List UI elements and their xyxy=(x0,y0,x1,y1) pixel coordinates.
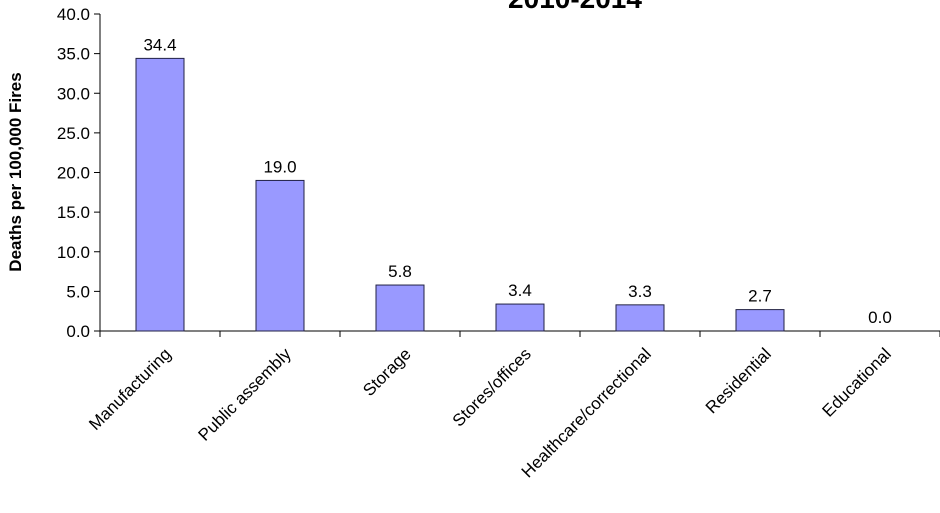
data-label: 3.3 xyxy=(628,282,652,301)
y-axis-label: Deaths per 100,000 Fires xyxy=(6,72,25,271)
data-label: 5.8 xyxy=(388,262,412,281)
x-tick-label: Educational xyxy=(819,344,895,420)
y-tick-label: 25.0 xyxy=(57,124,90,143)
y-tick-label: 35.0 xyxy=(57,45,90,64)
bar xyxy=(255,179,305,332)
x-tick-label: Healthcare/correctional xyxy=(518,344,655,481)
y-tick-label: 5.0 xyxy=(66,282,90,301)
x-tick-label: Storage xyxy=(359,344,415,400)
y-tick-label: 30.0 xyxy=(57,84,90,103)
plot-area: 0.0 5.0 10.0 15.0 20.0 25.0 30.0 35.0 40.0 34.4 Ma… xyxy=(57,5,940,481)
data-label: 0.0 xyxy=(868,308,892,327)
bar xyxy=(495,303,545,332)
y-tick-label: 15.0 xyxy=(57,203,90,222)
x-tick-label: Stores/offices xyxy=(449,344,535,430)
y-tick-label: 20.0 xyxy=(57,164,90,183)
data-label: 34.4 xyxy=(143,35,176,54)
data-label: 3.4 xyxy=(508,281,532,300)
bar xyxy=(735,309,785,332)
x-tick-label: Manufacturing xyxy=(85,344,175,434)
data-label: 19.0 xyxy=(263,157,296,176)
bar xyxy=(375,284,425,332)
y-tick-label: 0.0 xyxy=(66,322,90,341)
x-tick-label: Public assembly xyxy=(195,344,296,445)
y-tick-label: 10.0 xyxy=(57,243,90,262)
x-tick-label: Residential xyxy=(702,344,775,417)
data-label: 2.7 xyxy=(748,287,772,306)
bar xyxy=(615,304,665,332)
chart-title: 2010-2014 xyxy=(508,0,642,14)
bar xyxy=(135,57,185,332)
y-tick-label: 40.0 xyxy=(57,5,90,24)
